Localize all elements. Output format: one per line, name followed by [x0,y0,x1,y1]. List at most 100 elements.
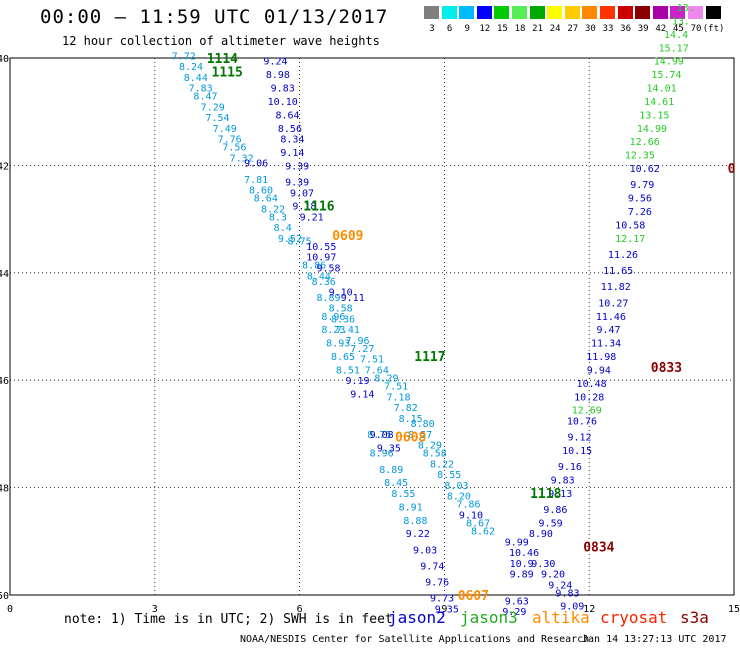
wave-height-value: 9.94 [587,365,611,376]
wave-height-value: 11.98 [586,352,616,363]
plot-frame [9,57,735,596]
wave-height-value: 9.83 [271,84,295,95]
wave-height-value: 10.62 [630,164,660,175]
wave-height-value: 9.06 [244,159,268,170]
wave-height-value: 7.27 [350,344,374,355]
legend-swatch [512,6,527,19]
wave-height-value: 15.74 [651,70,681,81]
wave-height-value: 9.58 [317,263,341,274]
legend-label: 36 [620,24,632,34]
wave-height-value: 9.07 [290,188,314,199]
legend-swatch [652,6,668,19]
legend-swatch [617,6,633,19]
wave-height-value: 7.76 [218,135,242,146]
wave-height-value: 13. [672,16,690,27]
legend-label: 27 [567,24,579,34]
legend-swatch [476,6,492,19]
wave-height-value: 7.41 [336,325,360,336]
wave-height-value: 9.35 [377,443,401,454]
wave-height-value: 9.63 [505,596,529,607]
wave-height-value: 9.59 [539,519,563,530]
wave-height-value: 9.10 [459,510,483,521]
wave-height-value: 14.99 [654,57,684,68]
wave-height-value: 7.51 [384,382,408,393]
wave-height-value: 14.4 [664,30,688,41]
legend-label: 33 [602,24,614,34]
legend-swatch [424,6,439,19]
legend-label: 42 [655,24,667,34]
wave-height-value: 8.22 [430,459,454,470]
x-tick-label: 6 [297,604,303,615]
wave-height-value: 9.35 [435,604,459,615]
wave-height-value: 8.03 [444,481,468,492]
wave-height-value: 9.16 [558,462,582,473]
wave-height-value: 8.57 [408,430,432,441]
wave-height-value: 7.96 [345,336,369,347]
wave-height-value: 9.03 [413,545,437,556]
wave-height-value: 8.80 [411,419,435,430]
track-time-label: 0833 [651,361,682,376]
wave-height-value: 9.24 [548,580,572,591]
wave-height-value: 8.55 [437,470,461,481]
wave-height-value: 8.45 [384,478,408,489]
wave-height-value: 12.17 [615,234,645,245]
timestamp: Jan 14 13:27:13 UTC 2017 [582,634,727,645]
legend-label: 15 [496,24,508,34]
wave-height-value: 10.58 [615,220,645,231]
wave-height-value: 9.83 [551,476,575,487]
wave-height-value: 8.62 [471,527,495,538]
wave-height-value: 8.98 [266,70,290,81]
wave-height-value: 9.21 [300,212,324,223]
wave-height-value: 8.90 [529,529,553,540]
wave-height-value: 8.88 [403,516,427,527]
x-tick-label: 12 [583,604,595,615]
wave-height-value: 7.72 [172,51,196,62]
wave-height-value: 7.82 [394,403,418,414]
wave-height-value: 8.44 [184,73,208,84]
wave-height-value: 8.75 [367,430,391,441]
satellite-jason3: jason3 [460,608,518,627]
wave-height-value: 13.15 [639,110,669,121]
wave-height-value: 12.69 [572,406,602,417]
x-tick-label: 0 [7,604,13,615]
legend-label: 9 [464,24,470,34]
legend-swatch [441,6,457,19]
credit-text: NOAA/NESDIS Center for Satellite Applica… [240,634,590,645]
wave-height-value: 14.61 [644,97,674,108]
wave-height-value: 9.47 [596,325,620,336]
satellite-cryosat: cryosat [600,608,668,627]
legend-swatch [705,6,721,19]
wave-height-value: 8.36 [331,314,355,325]
legend-label: 70 [690,24,702,34]
wave-height-value: 7.51 [360,355,384,366]
wave-height-value: 14.01 [647,84,677,95]
wave-height-value: 7.32 [230,153,254,164]
wave-height-value: 8.29 [374,374,398,385]
wave-height-value: 8.67 [466,519,490,530]
wave-height-value: 12.35 [625,151,655,162]
wave-height-value: 10.97 [306,253,336,264]
wave-height-value: 8.23 [321,325,345,336]
legend-swatch [564,6,580,19]
wave-height-value: 7.49 [213,124,237,135]
legend-label: (ft) [702,24,725,34]
wave-height-value: 8.64 [275,110,299,121]
wave-height-value: 10.9 [510,559,534,570]
wave-height-value: 12.66 [630,137,660,148]
wave-height-value: 9.79 [630,180,654,191]
wave-height-value: 7.64 [365,365,389,376]
wave-height-value: 14.99 [637,124,667,135]
wave-height-value: 11.65 [603,266,633,277]
wave-height-value: 9.19 [345,376,369,387]
wave-height-value: 7.86 [456,500,480,511]
legend-swatch [547,6,563,19]
track-time-label: 1116 [303,200,334,215]
wave-height-value: 9.99 [505,537,529,548]
wave-height-value: 13. [677,3,695,14]
wave-height-value: 9.11 [341,293,365,304]
track-time-label: 1118 [530,487,561,502]
satellite-s3a: s3a [680,608,709,627]
wave-height-value: 10.46 [509,548,539,559]
wave-height-value: 11.46 [596,312,626,323]
